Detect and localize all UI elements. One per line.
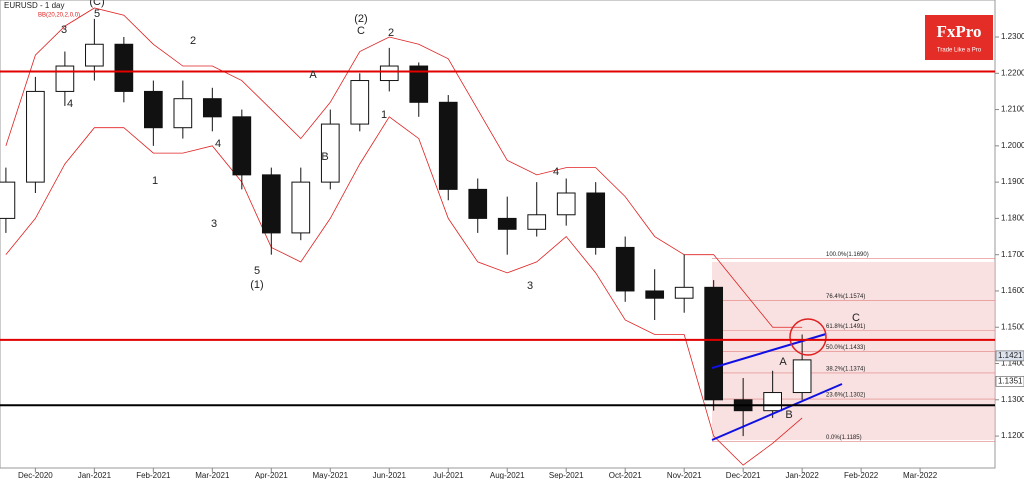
price-tag-box [995,375,1024,387]
candle-body [704,286,724,401]
wave-label: 2 [190,35,196,47]
y-tick-label: 1.1800 [1001,214,1024,223]
candle-body [320,123,340,183]
logo-box [925,15,993,60]
wave-label: (1) [250,279,263,291]
wave-label: 1 [381,109,387,121]
candle-body [615,246,635,292]
y-tick-label: 1.1400 [1001,359,1024,368]
x-tick-label: Dec-2020 [18,471,53,479]
wave-label: (C) [89,0,104,8]
wave-label: 5 [254,265,260,277]
symbol: EURUSD - 1 day [4,1,64,10]
y-tick-label: 1.1600 [1001,286,1024,295]
candle-body [379,65,399,82]
candle-body [409,65,429,103]
candle-body [261,174,281,234]
candle-body [556,192,576,216]
candle-body [763,392,782,412]
wave-label: 5 [94,8,100,20]
y-tick-label: 1.1300 [1001,395,1024,404]
wave-label: 3 [211,218,217,230]
price-tag: 1.1421 [998,351,1023,360]
wave-label: C [852,312,860,324]
x-tick-label: May-2021 [313,471,349,479]
candle-body [438,101,458,190]
fib-label: 100.0%(1.1690) [826,252,869,258]
highlight-circle [789,318,827,356]
fib-label: 23.6%(1.1302) [826,393,865,399]
price-tag: 1.1351 [998,376,1023,385]
wave-label: A [779,356,787,368]
x-tick-label: Jan-2021 [78,471,112,479]
x-tick-label: Jan-2022 [785,471,819,479]
y-tick-label: 1.1200 [1001,431,1024,440]
y-tick-label: 1.1900 [1001,177,1024,186]
wave-label: B [321,151,328,163]
wave-label: 4 [553,166,559,178]
fib-label: 50.0%(1.1433) [826,345,865,351]
fib-label: 0.0%(1.1185) [826,435,862,441]
candle-body [26,90,45,183]
y-tick-label: 1.2300 [1001,32,1024,41]
fib-box [712,262,995,440]
y-tick-label: 1.2200 [1001,68,1024,77]
y-tick-label: 1.1700 [1001,250,1024,259]
wave-label: 2 [388,27,394,39]
bollinger-band [5,7,803,328]
x-tick-label: Jul-2021 [433,471,464,479]
candle-body [85,43,104,67]
fib-label: 61.8%(1.1491) [826,324,865,330]
candle-body [468,188,488,219]
candle-body [350,80,370,125]
price-tag-box [995,350,1024,362]
logo: FxPro [936,22,981,41]
x-tick-label: Sep-2021 [549,471,584,479]
tagline: Trade Like a Pro [937,48,982,54]
wave-label: C [357,25,365,37]
bollinger-band [5,116,803,466]
candle-body [527,214,547,230]
candle-body [586,192,606,248]
candle-body [55,65,75,92]
candle-body [144,90,163,129]
candle-body [291,181,311,234]
candle-body [645,290,665,299]
x-tick-label: Feb-2022 [844,471,879,479]
candle-body [792,359,812,394]
x-tick-label: Aug-2021 [490,471,525,479]
x-tick-label: Nov-2021 [667,471,702,479]
candle-body [114,43,134,92]
y-tick-label: 1.2100 [1001,105,1024,114]
fib-label: 76.4%(1.1574) [826,294,865,300]
wave-label: 4 [215,138,221,150]
candle-body [674,286,694,299]
wave-label: A [309,69,317,81]
x-tick-label: Mar-2021 [195,471,230,479]
candle-body [497,217,517,230]
y-tick-label: 1.1500 [1001,322,1024,331]
x-tick-label: Mar-2022 [903,471,938,479]
x-tick-label: Dec-2021 [726,471,761,479]
y-tick-label: 1.2000 [1001,141,1024,150]
wave-label: 3 [527,280,533,292]
indicator: BB(20,20,2,0,0) [38,13,80,19]
wave-label: (2) [354,13,367,25]
x-tick-label: Jun-2021 [373,471,407,479]
x-tick-label: Feb-2021 [136,471,171,479]
wave-label: 3 [61,24,67,36]
x-tick-label: Apr-2021 [255,471,288,479]
fib-label: 38.2%(1.1374) [826,367,865,373]
candle-body [0,181,16,219]
x-tick-label: Oct-2021 [609,471,642,479]
candle-body [173,98,193,129]
candle-body [202,98,222,118]
candle-body [232,116,252,176]
wave-label: 4 [67,98,73,110]
wave-label: B [785,409,792,421]
wave-label: 1 [152,175,158,187]
channel-bottom [711,383,843,441]
